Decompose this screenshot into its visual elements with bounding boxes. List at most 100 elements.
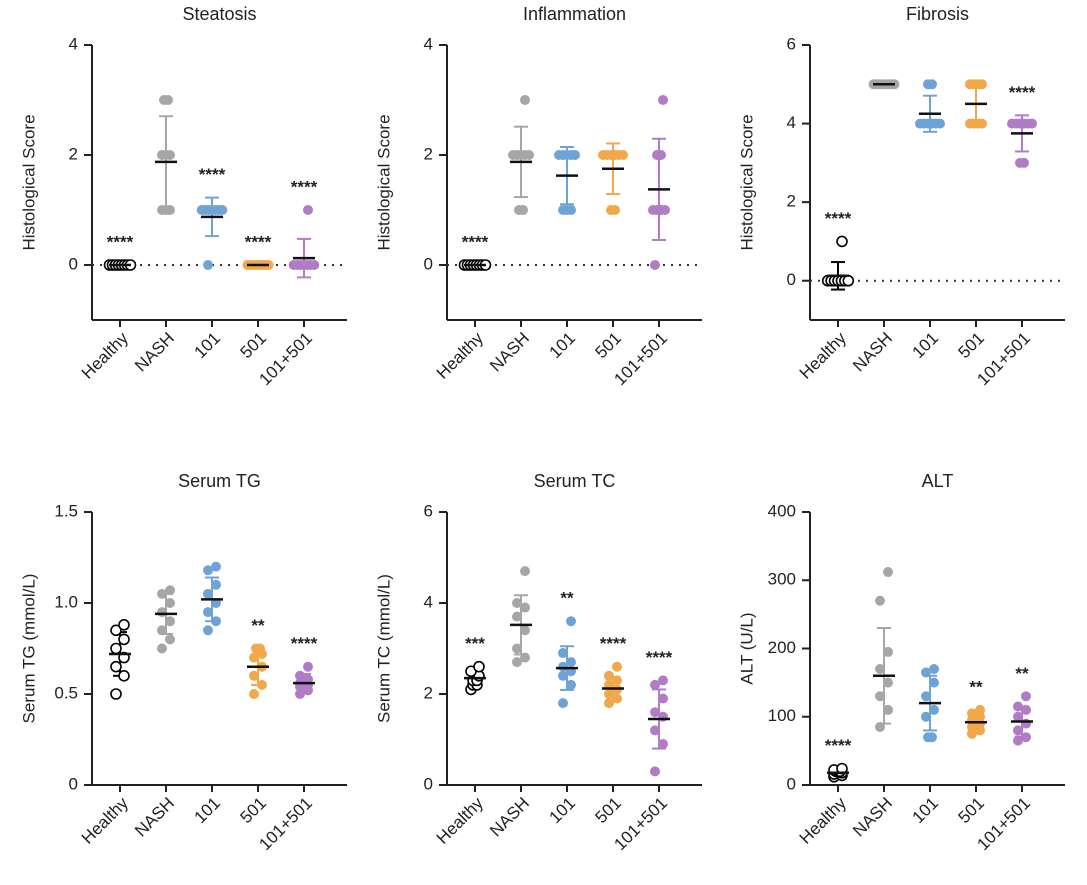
data-point xyxy=(165,634,175,645)
panel-title: Inflammation xyxy=(523,4,626,24)
data-point xyxy=(157,643,167,654)
data-point xyxy=(165,598,175,608)
data-point xyxy=(558,648,568,659)
panel: Inflammation Histological Score 0 2 4 Healthy… xyxy=(374,4,702,389)
data-point xyxy=(1013,701,1023,712)
x-tick-label: Healthy xyxy=(433,793,488,848)
y-tick-label: 2 xyxy=(424,144,433,163)
data-point xyxy=(118,619,130,631)
y-axis-label: Histological Score xyxy=(374,114,393,250)
x-tick-label: NASH xyxy=(131,794,178,841)
data-point xyxy=(257,679,267,690)
significance: **** xyxy=(825,209,852,228)
data-point xyxy=(524,150,534,160)
data-point xyxy=(927,732,937,743)
data-point xyxy=(295,689,305,699)
y-axis-label: Serum TC (mmol/L) xyxy=(374,574,393,723)
data-point xyxy=(935,118,945,129)
data-point xyxy=(1021,704,1031,715)
data-point xyxy=(1013,711,1023,722)
significance: ** xyxy=(969,677,983,696)
data-point xyxy=(650,707,660,718)
significance: **** xyxy=(245,232,272,251)
data-point xyxy=(217,205,228,215)
data-point xyxy=(473,660,485,673)
data-point xyxy=(518,205,528,215)
significance: **** xyxy=(291,634,318,653)
x-tick-label: NASH xyxy=(849,329,896,376)
y-tick-label: 1.0 xyxy=(54,592,78,611)
panel: Serum TC Serum TC (mmol/L) 0 2 4 6 Healthy *** N… xyxy=(374,471,702,854)
data-point xyxy=(612,661,622,672)
data-point xyxy=(110,642,122,655)
x-tick-label: 101 xyxy=(909,329,942,362)
data-point xyxy=(1013,725,1023,736)
data-point xyxy=(604,689,614,699)
data-point xyxy=(1021,718,1031,729)
data-point xyxy=(203,588,213,599)
y-tick-label: 2 xyxy=(787,192,796,211)
data-point xyxy=(612,675,622,686)
data-point xyxy=(163,95,173,105)
y-tick-label: 1.5 xyxy=(54,501,78,520)
x-tick-label: Healthy xyxy=(78,793,133,848)
y-axis-label: Histological Score xyxy=(737,114,756,250)
y-tick-label: 6 xyxy=(424,501,433,520)
x-tick-label: 501 xyxy=(237,794,270,827)
x-tick-label: 501 xyxy=(592,794,625,827)
y-axis-label: Histological Score xyxy=(19,114,38,250)
data-point xyxy=(929,704,939,715)
panel-title: Serum TG xyxy=(178,471,261,491)
significance: ** xyxy=(1015,664,1029,683)
data-point xyxy=(520,625,530,636)
y-tick-label: 4 xyxy=(787,113,796,132)
data-point xyxy=(883,646,893,657)
x-tick-label: 501 xyxy=(237,329,270,362)
significance: **** xyxy=(646,648,673,667)
significance: ** xyxy=(560,589,574,608)
x-tick-label: 101 xyxy=(191,794,224,827)
data-point xyxy=(110,688,122,700)
significance: **** xyxy=(107,232,134,251)
data-point xyxy=(977,118,987,129)
x-tick-label: Healthy xyxy=(796,793,851,848)
significance: **** xyxy=(600,634,627,653)
x-tick-label: NASH xyxy=(849,794,896,841)
data-point xyxy=(604,698,614,709)
significance: ** xyxy=(251,616,265,635)
data-point xyxy=(570,150,580,160)
data-point xyxy=(566,616,576,627)
x-tick-label: NASH xyxy=(131,329,178,376)
data-point xyxy=(660,205,670,215)
significance: *** xyxy=(465,634,485,653)
y-axis-label: Serum TG (mmol/L) xyxy=(19,574,38,724)
data-point xyxy=(249,652,259,663)
significance: **** xyxy=(199,165,226,184)
y-tick-label: 2 xyxy=(424,683,433,702)
data-point xyxy=(512,598,522,608)
y-tick-label: 2 xyxy=(69,144,78,163)
data-point xyxy=(249,689,259,699)
data-point xyxy=(604,670,614,681)
x-tick-label: 101 xyxy=(191,329,224,362)
data-point xyxy=(118,669,130,682)
data-point xyxy=(921,667,931,678)
data-point xyxy=(658,95,668,105)
data-point xyxy=(157,625,167,636)
data-point xyxy=(1019,157,1029,168)
data-point xyxy=(929,663,939,674)
y-tick-label: 300 xyxy=(768,570,796,589)
y-tick-label: 0 xyxy=(424,254,433,273)
data-point xyxy=(203,260,213,270)
data-point xyxy=(1027,118,1037,129)
y-tick-label: 0 xyxy=(787,774,796,793)
data-point xyxy=(1021,732,1031,743)
data-point xyxy=(110,660,122,673)
data-point xyxy=(650,725,660,736)
data-point xyxy=(875,595,885,606)
data-point xyxy=(875,721,885,732)
data-point xyxy=(967,708,977,719)
data-point xyxy=(255,643,265,654)
data-point xyxy=(650,766,660,777)
